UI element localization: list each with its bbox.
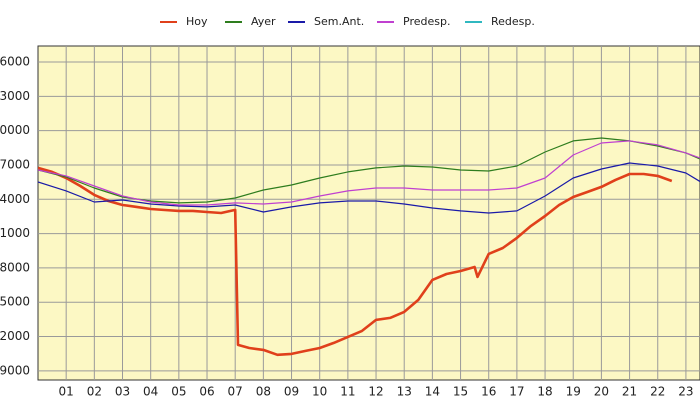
y-tick-label: 18000: [0, 260, 30, 274]
y-tick-label: 15000: [0, 295, 30, 309]
y-tick-label: 30000: [0, 123, 30, 137]
x-tick-label: 01: [59, 385, 74, 399]
x-tick-label: 12: [368, 385, 383, 399]
x-tick-label: 11: [340, 385, 355, 399]
x-tick-label: 21: [622, 385, 637, 399]
x-tick-label: 20: [594, 385, 609, 399]
x-tick-label: 16: [481, 385, 496, 399]
y-tick-label: 9000: [0, 363, 30, 377]
x-tick-label: 08: [256, 385, 271, 399]
x-tick-label: 06: [199, 385, 214, 399]
series-line: [38, 166, 673, 357]
series-line: [38, 140, 700, 206]
grid: [38, 46, 700, 380]
legend-label: Predesp.: [403, 15, 450, 28]
x-tick-label: 23: [678, 385, 693, 399]
x-tick-label: 14: [425, 385, 440, 399]
y-tick-label: 21000: [0, 226, 30, 240]
y-tick-label: 27000: [0, 157, 30, 171]
legend-label: Ayer: [251, 15, 276, 28]
x-tick-label: 10: [312, 385, 327, 399]
x-tick-label: 02: [87, 385, 102, 399]
y-tick-label: 24000: [0, 192, 30, 206]
x-tick-label: 17: [509, 385, 524, 399]
x-tick-label: 05: [171, 385, 186, 399]
legend: Hoy Ayer Sem.Ant. Predesp. Redesp.: [160, 15, 535, 28]
y-tick-label: 33000: [0, 89, 30, 103]
y-tick-label: 12000: [0, 329, 30, 343]
x-tick-label: 15: [453, 385, 468, 399]
legend-label: Redesp.: [491, 15, 535, 28]
lines: [38, 137, 700, 357]
labels: 9000 12000 15000 18000 21000 24000 27000 30000 3…: [0, 55, 694, 399]
x-tick-label: 07: [228, 385, 243, 399]
series-line: [38, 137, 700, 204]
x-tick-label: 04: [143, 385, 158, 399]
legend-label: Hoy: [186, 15, 208, 28]
legend-label: Sem.Ant.: [314, 15, 364, 28]
x-tick-label: 09: [284, 385, 299, 399]
series-line: [38, 162, 700, 214]
x-tick-label: 22: [650, 385, 665, 399]
y-tick-label: 36000: [0, 55, 30, 69]
x-tick-label: 19: [566, 385, 581, 399]
x-tick-label: 18: [537, 385, 552, 399]
x-tick-label: 03: [115, 385, 130, 399]
x-tick-label: 13: [397, 385, 412, 399]
